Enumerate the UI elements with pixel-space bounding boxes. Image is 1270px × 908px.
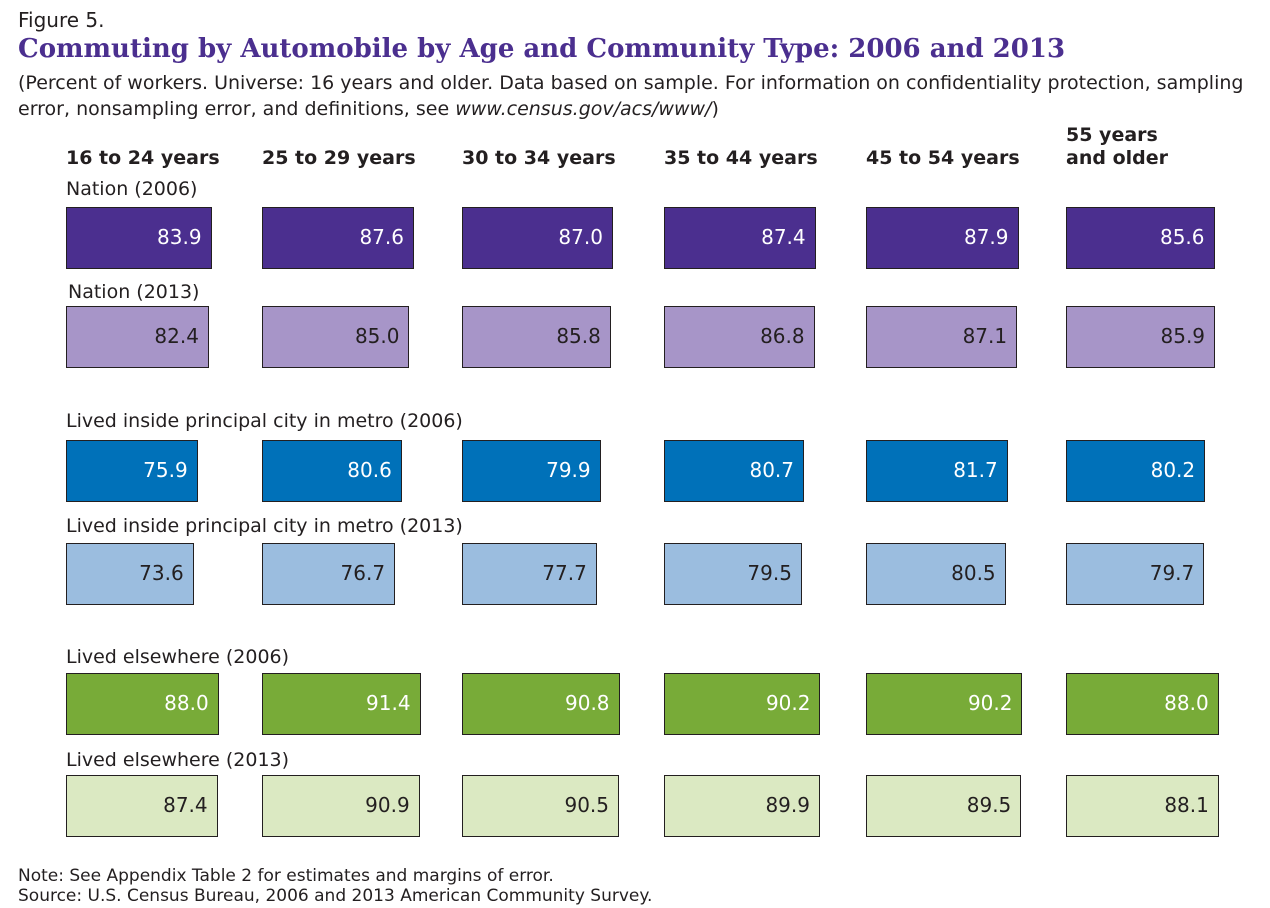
value-label: 80.7 — [749, 458, 794, 482]
value-label: 90.2 — [967, 691, 1013, 715]
tile — [866, 543, 1006, 605]
tile — [664, 673, 821, 735]
subtitle-end: ) — [711, 98, 719, 120]
tile — [262, 543, 396, 605]
value-label: 88.0 — [1164, 691, 1209, 715]
tile — [1066, 673, 1219, 735]
value-label: 85.9 — [1160, 324, 1206, 348]
column-label: 55 years and older — [1066, 124, 1168, 169]
row-label: Lived inside principal city in metro (20… — [66, 410, 463, 432]
value-label: 91.4 — [366, 691, 411, 715]
value-label: 89.9 — [765, 793, 810, 817]
value-label: 85.0 — [354, 324, 400, 348]
value-label: 90.5 — [564, 793, 610, 817]
tile — [462, 673, 620, 735]
value-label: 85.6 — [1159, 225, 1205, 249]
value-label: 90.8 — [565, 691, 610, 715]
tile — [664, 440, 804, 502]
row-label: Nation (2013) — [68, 281, 200, 303]
value-label: 86.8 — [760, 324, 805, 348]
tile — [66, 775, 218, 837]
tile — [1066, 207, 1215, 269]
value-label: 80.6 — [347, 458, 392, 482]
column-label: 45 to 54 years — [866, 147, 1020, 169]
tile — [462, 306, 611, 368]
note: Note: See Appendix Table 2 for estimates… — [18, 866, 554, 886]
value-label: 80.2 — [1150, 458, 1196, 482]
tile — [262, 440, 402, 502]
tile — [866, 673, 1023, 735]
value-label: 82.4 — [154, 324, 199, 348]
tile — [462, 440, 601, 502]
value-label: 87.9 — [963, 225, 1009, 249]
value-label: 87.0 — [558, 225, 603, 249]
value-label: 79.7 — [1149, 561, 1195, 585]
row-label: Lived elsewhere (2006) — [66, 646, 290, 668]
subtitle: (Percent of workers. Universe: 16 years … — [18, 70, 1248, 122]
column-label: 16 to 24 years — [66, 147, 220, 169]
tile — [1066, 440, 1206, 502]
row-label: Lived inside principal city in metro (20… — [66, 515, 463, 537]
tile — [1066, 306, 1216, 368]
tile — [66, 673, 219, 735]
source: Source: U.S. Census Bureau, 2006 and 201… — [18, 886, 653, 906]
tile — [462, 775, 620, 837]
value-label: 88.1 — [1164, 793, 1209, 817]
tile — [262, 306, 410, 368]
tile — [1066, 543, 1205, 605]
value-label: 87.4 — [163, 793, 208, 817]
subtitle-text: (Percent of workers. Universe: 16 years … — [18, 72, 1244, 120]
tile — [866, 775, 1022, 837]
value-label: 79.5 — [747, 561, 792, 585]
tile — [664, 775, 820, 837]
value-label: 87.6 — [359, 225, 404, 249]
value-label: 87.1 — [962, 324, 1008, 348]
tile — [462, 207, 613, 269]
row-label: Lived elsewhere (2013) — [66, 749, 290, 771]
value-label: 76.7 — [340, 561, 386, 585]
figure-label: Figure 5. — [18, 8, 105, 32]
value-label: 81.7 — [953, 458, 998, 482]
tile — [66, 306, 209, 368]
tile — [664, 207, 816, 269]
value-label: 89.5 — [966, 793, 1012, 817]
tile — [66, 440, 198, 502]
tile — [262, 207, 414, 269]
tile — [866, 306, 1018, 368]
tile — [66, 207, 212, 269]
value-label: 90.2 — [765, 691, 811, 715]
value-label: 77.7 — [542, 561, 587, 585]
tile — [462, 543, 597, 605]
chart-title: Commuting by Automobile by Age and Commu… — [18, 34, 1066, 64]
tile — [664, 306, 815, 368]
value-label: 80.5 — [951, 561, 996, 585]
value-label: 87.4 — [761, 225, 806, 249]
tile — [262, 673, 421, 735]
subtitle-url: www.census.gov/acs/www/ — [455, 98, 712, 120]
value-label: 88.0 — [164, 691, 209, 715]
value-label: 90.9 — [365, 793, 410, 817]
row-label: Nation (2006) — [66, 178, 198, 200]
tile — [664, 543, 802, 605]
value-label: 73.6 — [139, 561, 184, 585]
tile — [866, 440, 1008, 502]
tile — [262, 775, 420, 837]
value-label: 79.9 — [546, 458, 591, 482]
value-label: 75.9 — [143, 458, 188, 482]
column-label: 35 to 44 years — [664, 147, 818, 169]
tile — [1066, 775, 1219, 837]
value-label: 85.8 — [556, 324, 601, 348]
tile — [866, 207, 1019, 269]
column-label: 25 to 29 years — [262, 147, 416, 169]
tile — [66, 543, 194, 605]
value-label: 83.9 — [157, 225, 202, 249]
column-label: 30 to 34 years — [462, 147, 616, 169]
